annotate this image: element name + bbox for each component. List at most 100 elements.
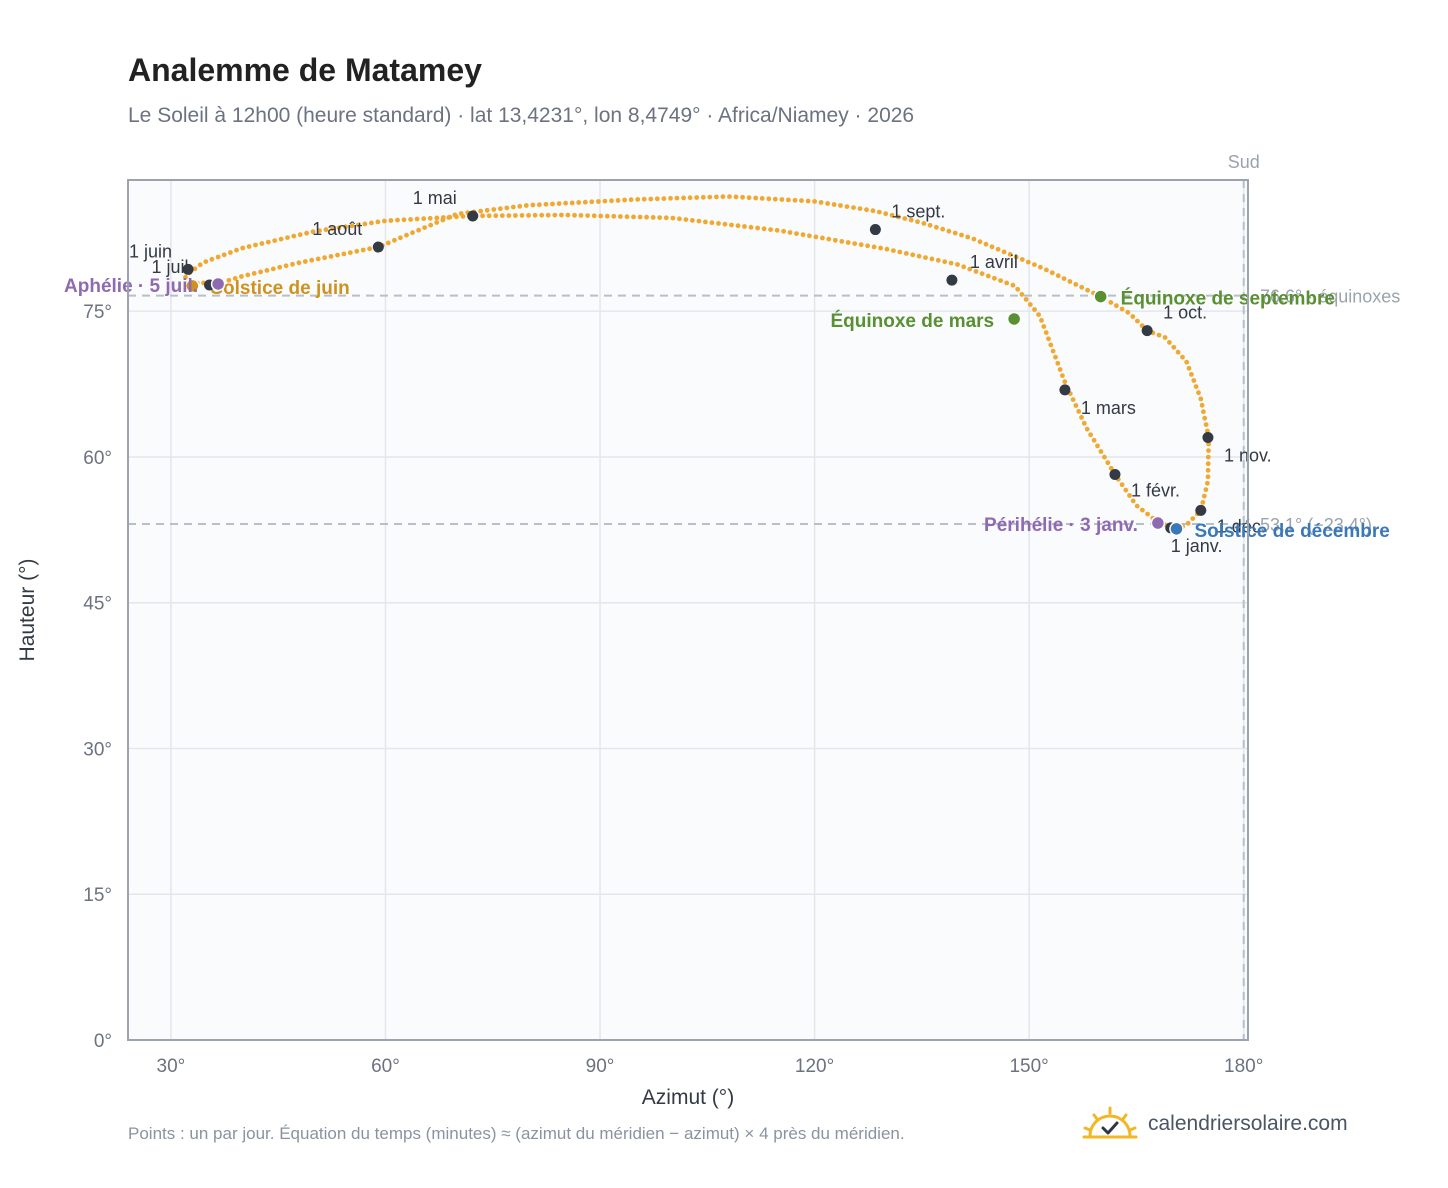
daily-point bbox=[1162, 335, 1168, 340]
daily-point bbox=[794, 231, 799, 237]
plot-frame bbox=[127, 179, 1249, 1041]
daily-point bbox=[768, 227, 773, 233]
daily-point bbox=[1119, 482, 1125, 488]
daily-point bbox=[1108, 465, 1114, 471]
daily-point bbox=[1079, 284, 1085, 290]
daily-point bbox=[604, 213, 610, 219]
daily-point bbox=[1193, 384, 1199, 389]
daily-point bbox=[315, 256, 321, 262]
daily-point bbox=[781, 228, 786, 234]
y-tick-label: 15° bbox=[83, 885, 112, 906]
daily-point bbox=[392, 237, 397, 243]
event-marker bbox=[1006, 311, 1022, 327]
daily-point bbox=[330, 226, 335, 232]
daily-point bbox=[1085, 287, 1090, 293]
daily-point bbox=[858, 242, 864, 248]
daily-point bbox=[278, 236, 284, 242]
y-tick-label: 0° bbox=[94, 1031, 112, 1052]
daily-point bbox=[820, 235, 825, 241]
daily-point bbox=[563, 200, 568, 206]
daily-point bbox=[526, 213, 531, 218]
daily-point bbox=[192, 266, 198, 272]
daily-point bbox=[343, 224, 348, 230]
daily-point bbox=[1084, 426, 1090, 432]
daily-point bbox=[1046, 336, 1051, 342]
daily-point bbox=[1184, 359, 1190, 365]
plot-area bbox=[128, 180, 1248, 1040]
daily-point bbox=[650, 215, 656, 220]
daily-point bbox=[864, 207, 869, 213]
month-marker bbox=[1059, 384, 1071, 396]
daily-point bbox=[1043, 330, 1049, 335]
daily-point bbox=[807, 233, 812, 239]
daily-point bbox=[1190, 516, 1196, 521]
daily-point bbox=[360, 247, 366, 253]
daily-point bbox=[1010, 282, 1016, 288]
daily-point bbox=[878, 245, 883, 251]
daily-point bbox=[1060, 373, 1065, 378]
daily-point bbox=[694, 195, 700, 200]
month-marker bbox=[1202, 432, 1214, 444]
daily-point bbox=[246, 244, 252, 249]
event-label: Équinoxe de septembre bbox=[1121, 288, 1335, 310]
month-marker bbox=[1195, 504, 1207, 516]
daily-point bbox=[845, 240, 851, 245]
daily-point bbox=[398, 235, 403, 241]
daily-point bbox=[961, 264, 967, 270]
daily-point bbox=[264, 268, 270, 273]
brand[interactable]: calendriersolaire.com bbox=[1082, 1104, 1348, 1144]
daily-point bbox=[742, 224, 747, 229]
daily-point bbox=[1205, 461, 1211, 467]
daily-point bbox=[1156, 332, 1162, 338]
daily-point bbox=[740, 194, 745, 200]
daily-point bbox=[923, 255, 928, 260]
daily-point bbox=[550, 201, 555, 207]
daily-point bbox=[290, 261, 295, 267]
daily-point bbox=[948, 260, 954, 266]
daily-point bbox=[367, 246, 372, 252]
daily-point bbox=[552, 212, 558, 218]
daily-point bbox=[934, 224, 939, 230]
daily-point bbox=[341, 251, 347, 257]
daily-point bbox=[572, 212, 577, 218]
daily-point bbox=[421, 216, 427, 222]
month-marker bbox=[946, 274, 958, 286]
daily-point bbox=[1134, 503, 1140, 509]
daily-point bbox=[985, 273, 991, 279]
daily-point bbox=[946, 228, 952, 234]
daily-point bbox=[1125, 309, 1131, 315]
daily-point bbox=[519, 213, 525, 218]
daily-point bbox=[1199, 402, 1205, 408]
daily-point bbox=[812, 199, 817, 204]
daily-point bbox=[232, 276, 238, 281]
daily-point bbox=[1185, 520, 1191, 526]
x-tick-label: 90° bbox=[586, 1056, 615, 1077]
event-label: Aphélie · 5 juil. bbox=[64, 276, 198, 297]
daily-point bbox=[322, 255, 327, 261]
y-tick-label: 30° bbox=[83, 739, 112, 760]
daily-point bbox=[989, 244, 995, 250]
daily-point bbox=[277, 264, 283, 270]
daily-point bbox=[183, 274, 188, 280]
daily-point bbox=[1019, 292, 1025, 297]
daily-point bbox=[703, 219, 708, 225]
daily-point bbox=[349, 223, 355, 229]
daily-point bbox=[799, 198, 804, 204]
daily-point bbox=[915, 219, 920, 225]
daily-point bbox=[838, 203, 843, 208]
daily-point bbox=[805, 198, 811, 204]
daily-point bbox=[871, 244, 877, 250]
month-marker bbox=[869, 224, 881, 236]
daily-point bbox=[716, 221, 721, 226]
daily-point bbox=[1053, 354, 1058, 360]
daily-point bbox=[215, 254, 221, 260]
daily-point bbox=[761, 226, 767, 232]
daily-point bbox=[565, 212, 571, 218]
daily-point bbox=[1039, 318, 1044, 323]
daily-point bbox=[727, 194, 732, 200]
daily-point bbox=[729, 222, 734, 228]
daily-point bbox=[1036, 312, 1041, 317]
daily-point bbox=[825, 201, 830, 206]
